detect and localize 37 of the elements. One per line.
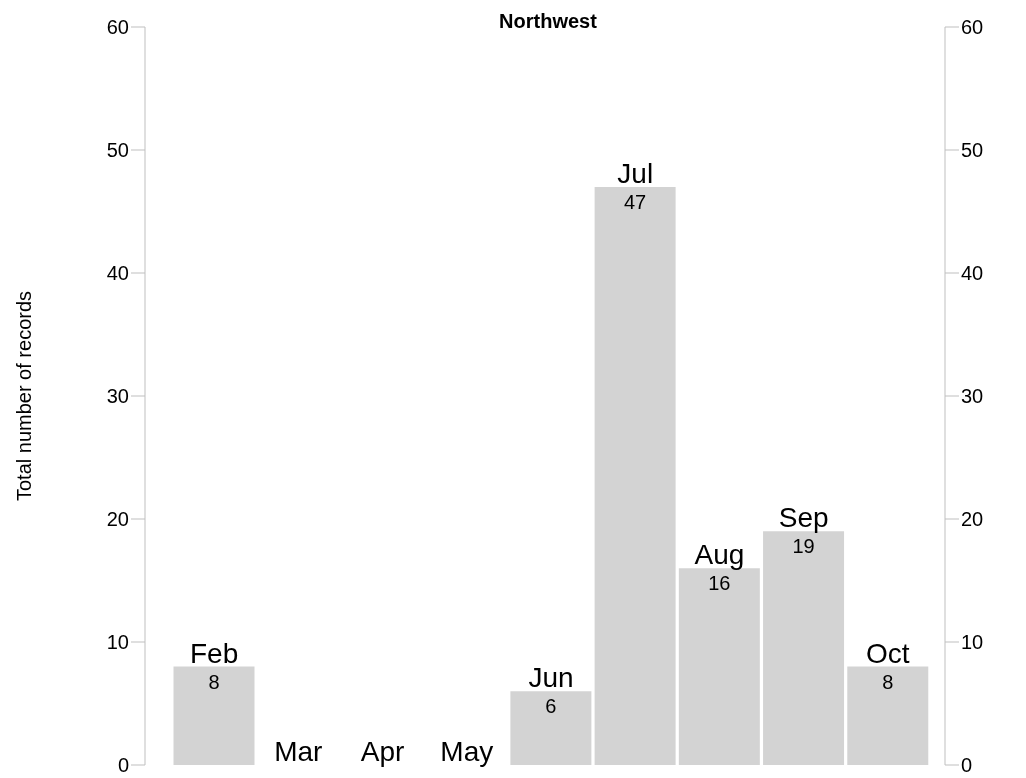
y-tick-label: 30 — [106, 385, 129, 408]
bar — [510, 691, 592, 765]
x-tick-label: Feb — [189, 637, 239, 669]
x-tick-label: May — [440, 736, 494, 767]
bar — [847, 666, 929, 765]
x-tick-label: Mar — [274, 736, 323, 767]
chart-title: Northwest — [499, 10, 597, 32]
x-tick-label: Sep — [778, 502, 829, 534]
bar — [173, 666, 255, 765]
y-axis-title: Total number of records — [13, 290, 36, 502]
x-tick-label: Jul — [617, 157, 654, 189]
y-tick-label: 20 — [106, 508, 129, 531]
y2-tick-label: 10 — [961, 631, 984, 654]
data-label: 8 — [208, 670, 220, 693]
y2-tick-label: 40 — [961, 262, 984, 285]
x-tick-label: Apr — [360, 736, 405, 767]
x-tick-label: Aug — [694, 539, 745, 571]
y-tick-label: 40 — [106, 262, 129, 285]
y-tick-label: 0 — [117, 754, 129, 777]
x-tick-label: Jun — [528, 662, 574, 694]
y-tick-label: 50 — [106, 139, 129, 162]
data-label: 8 — [882, 670, 894, 693]
y2-tick-label: 50 — [961, 139, 984, 162]
data-label: 6 — [545, 695, 557, 718]
x-tick-label: Oct — [866, 637, 910, 669]
bar — [594, 186, 676, 765]
data-label: 47 — [623, 190, 647, 213]
y-tick-label: 10 — [106, 631, 129, 654]
y2-tick-label: 30 — [961, 385, 984, 408]
bar — [763, 531, 845, 765]
bar — [678, 568, 760, 765]
y-tick-label: 60 — [106, 16, 129, 39]
y2-tick-label: 0 — [961, 754, 973, 777]
y2-tick-label: 60 — [961, 16, 984, 39]
data-label: 19 — [792, 535, 815, 558]
y2-tick-label: 20 — [961, 508, 984, 531]
data-label: 16 — [708, 572, 731, 595]
